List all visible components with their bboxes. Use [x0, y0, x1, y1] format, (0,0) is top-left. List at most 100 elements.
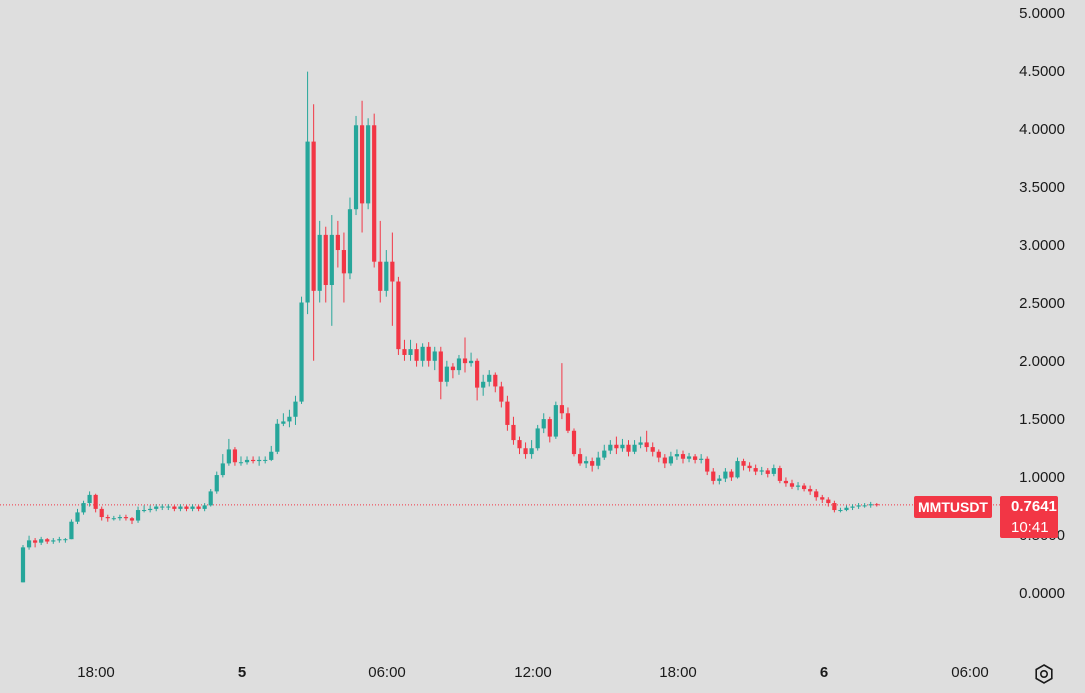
candle: [432, 346, 437, 371]
candle: [190, 504, 195, 512]
candle: [33, 538, 38, 548]
candle: [81, 500, 86, 515]
candle: [408, 339, 413, 361]
candle: [184, 505, 189, 512]
candle-body: [45, 539, 50, 542]
candle-body: [317, 234, 322, 291]
candle-body: [808, 489, 813, 492]
candle-body: [244, 459, 250, 463]
candle: [208, 489, 213, 507]
candle-body: [741, 461, 746, 466]
candle-body: [795, 485, 801, 487]
candle: [686, 452, 692, 463]
candle: [735, 457, 740, 479]
candle-body: [662, 457, 667, 464]
candle-body: [856, 505, 861, 507]
candle-body: [844, 507, 849, 511]
candle: [160, 504, 165, 511]
candle: [862, 503, 867, 508]
candle: [148, 505, 153, 513]
candle: [275, 419, 280, 455]
candle-body: [656, 451, 661, 458]
candle: [69, 519, 74, 540]
candle-body: [129, 518, 135, 521]
candle-body: [705, 458, 710, 472]
candle-body: [178, 506, 183, 509]
candle-body: [571, 430, 577, 455]
candle: [844, 505, 849, 512]
candle-body: [650, 447, 655, 452]
candle: [384, 250, 389, 297]
y-tick-label: 4.0000: [1019, 121, 1065, 138]
candle-body: [693, 456, 698, 460]
candle-body: [590, 461, 595, 466]
candle: [638, 436, 643, 449]
candle-body: [674, 454, 680, 457]
candle-body: [160, 506, 165, 508]
candle: [456, 354, 462, 375]
candle: [644, 430, 649, 452]
candle: [493, 372, 498, 393]
candle: [462, 337, 468, 373]
candle: [154, 504, 159, 512]
candle-body: [257, 459, 262, 462]
candle-body: [287, 416, 292, 422]
candle-body: [335, 234, 340, 251]
candle: [674, 449, 680, 460]
candle-body: [529, 448, 534, 455]
settings-gear-icon[interactable]: [1033, 663, 1055, 685]
candle-body: [753, 468, 758, 472]
candle-body: [638, 442, 643, 445]
candle: [475, 358, 480, 401]
candle: [281, 413, 286, 427]
candle-body: [220, 463, 225, 476]
y-tick-label: 3.5000: [1019, 179, 1065, 196]
candle: [250, 456, 256, 464]
x-tick-label: 6: [819, 664, 829, 681]
candle-body: [717, 478, 722, 481]
candle-body: [87, 494, 92, 504]
candle: [559, 363, 564, 420]
candle-body: [190, 506, 195, 509]
last-price-badge: 0.7641 10:41: [1000, 496, 1058, 538]
candle-body: [238, 462, 244, 464]
y-tick-label: 1.0000: [1019, 469, 1065, 486]
candle-body: [311, 141, 316, 291]
candle-body: [559, 405, 564, 414]
candle: [626, 440, 631, 457]
candle: [444, 360, 449, 387]
y-tick-label: 1.5000: [1019, 411, 1065, 428]
candle-body: [711, 471, 716, 481]
candle: [656, 449, 661, 463]
candle-body: [184, 506, 189, 509]
candle: [366, 118, 371, 210]
candle-body: [450, 366, 456, 371]
candle: [93, 493, 98, 513]
candle: [335, 220, 340, 268]
candle: [87, 491, 92, 507]
candle-body: [202, 505, 207, 509]
candle-body: [602, 450, 607, 458]
candle: [868, 501, 873, 508]
candle: [323, 226, 328, 303]
candle-body: [723, 471, 728, 479]
candle-body: [39, 539, 44, 543]
candle-body: [632, 444, 637, 452]
candle-body: [75, 512, 80, 522]
candle: [571, 428, 577, 457]
candle: [632, 440, 637, 455]
candle: [705, 456, 710, 476]
candle-body: [420, 346, 425, 361]
candle: [263, 456, 268, 464]
candle-body: [868, 504, 873, 506]
candle-body: [341, 250, 347, 274]
candle: [826, 497, 831, 507]
candle: [99, 506, 104, 521]
candle: [777, 465, 782, 484]
candle: [499, 381, 504, 408]
candle: [729, 469, 734, 481]
candle-body: [874, 504, 879, 506]
candle-body: [505, 401, 510, 425]
